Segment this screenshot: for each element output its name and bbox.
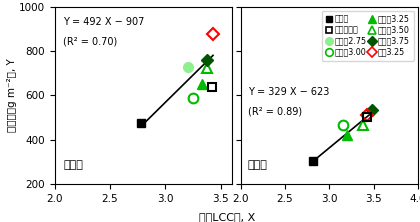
Text: 平均LCC値, X: 平均LCC値, X <box>199 212 255 222</box>
Text: Y = 329 X − 623: Y = 329 X − 623 <box>248 87 329 97</box>
Y-axis label: 籂収量（g m⁻²）, Y: 籂収量（g m⁻²）, Y <box>8 59 17 132</box>
Text: 実験２: 実験２ <box>248 160 268 170</box>
Text: 実験１: 実験１ <box>63 160 83 170</box>
Text: (R² = 0.70): (R² = 0.70) <box>63 37 118 47</box>
Text: Y = 492 X − 907: Y = 492 X − 907 <box>63 17 145 27</box>
Legend: 無窒素, 消化液固定, 消化液2.75, 消化液3.00, 消化液3.25, 消化液3.50, 消化液3.75, 尿素3.25: 無窒素, 消化液固定, 消化液2.75, 消化液3.00, 消化液3.25, 消… <box>322 11 414 61</box>
Text: (R² = 0.89): (R² = 0.89) <box>248 106 302 116</box>
